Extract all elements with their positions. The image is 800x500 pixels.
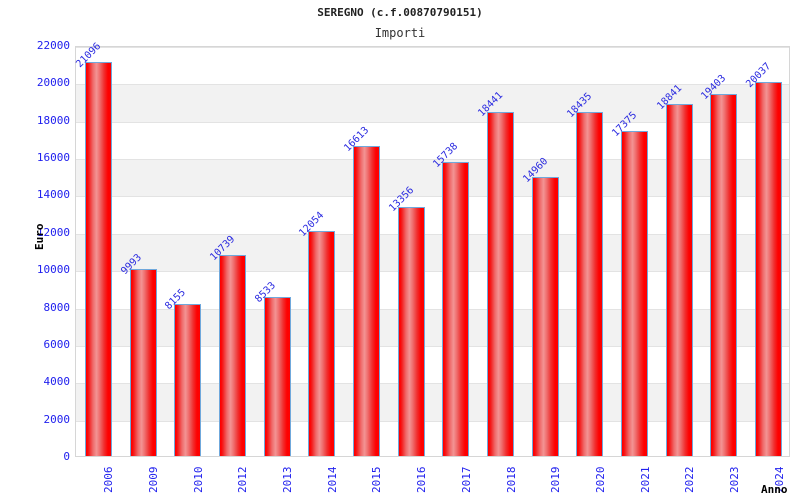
gridline	[76, 383, 789, 384]
y-tick-label: 12000	[36, 225, 70, 239]
y-tick-label: 8000	[43, 300, 71, 314]
chart-subtitle: Importi	[374, 26, 426, 40]
y-tick-label: 6000	[43, 337, 71, 351]
chart-title: SEREGNO (c.f.00870790151)	[317, 6, 483, 19]
gridline	[76, 159, 789, 160]
gridline	[76, 271, 789, 272]
y-axis-tick-labels: 0 2000 4000 6000 8000 10000 12000 14000 16000 180…	[0, 0, 70, 500]
bar[interactable]	[531, 176, 559, 456]
bar[interactable]	[397, 206, 425, 456]
y-tick-label: 16000	[36, 151, 70, 165]
x-tick-label: 2022	[683, 466, 697, 494]
x-tick-label: 2014	[325, 466, 339, 494]
x-axis-tick-labels: 2006 2009 2010 2012 2013 2014 2015 2016 2017 2018…	[0, 457, 800, 500]
bar[interactable]	[84, 61, 112, 456]
bar[interactable]	[621, 131, 649, 456]
x-tick-label: 2020	[593, 466, 607, 494]
x-tick-label: 2018	[504, 466, 518, 494]
bar[interactable]	[263, 296, 291, 456]
gridline	[76, 346, 789, 347]
gridline	[76, 234, 789, 235]
y-tick-label: 0	[63, 450, 70, 463]
x-tick-label: 2012	[236, 466, 250, 494]
bar[interactable]	[218, 255, 246, 456]
x-tick-label: 2009	[147, 466, 161, 494]
y-tick-label: 20000	[36, 76, 70, 90]
bars-layer	[76, 47, 789, 456]
bar[interactable]	[487, 111, 515, 456]
gridline	[76, 122, 789, 123]
y-tick-label: 22000	[36, 39, 70, 52]
x-tick-label: 2021	[638, 466, 652, 494]
gridline	[76, 84, 789, 85]
y-tick-label: 18000	[36, 113, 70, 127]
bar[interactable]	[442, 162, 470, 456]
bar[interactable]	[308, 230, 336, 456]
x-tick-label: 2015	[370, 466, 384, 494]
gridline	[76, 309, 789, 310]
gridline	[76, 421, 789, 422]
x-tick-label: 2013	[281, 466, 295, 494]
bar[interactable]	[174, 303, 202, 456]
y-tick-label: 10000	[36, 263, 70, 277]
x-tick-label: 2016	[415, 466, 429, 494]
x-axis-title: Anno	[761, 483, 788, 496]
bar[interactable]	[576, 111, 604, 456]
y-tick-label: 14000	[36, 188, 70, 202]
bar[interactable]	[755, 81, 783, 456]
x-tick-label: 2019	[549, 466, 563, 494]
gridline	[76, 196, 789, 197]
bar[interactable]	[665, 104, 693, 456]
x-tick-label: 2006	[102, 466, 116, 494]
y-tick-label: 4000	[43, 375, 71, 389]
x-tick-label: 2017	[459, 466, 473, 494]
y-axis-title: Euro	[33, 223, 46, 251]
bar[interactable]	[352, 145, 380, 456]
gridline	[76, 47, 789, 48]
bar[interactable]	[129, 269, 157, 456]
x-tick-label: 2010	[191, 466, 205, 494]
bar[interactable]	[710, 93, 738, 456]
y-tick-label: 2000	[43, 412, 71, 426]
plot-area	[75, 46, 790, 457]
x-tick-label: 2023	[727, 466, 741, 494]
